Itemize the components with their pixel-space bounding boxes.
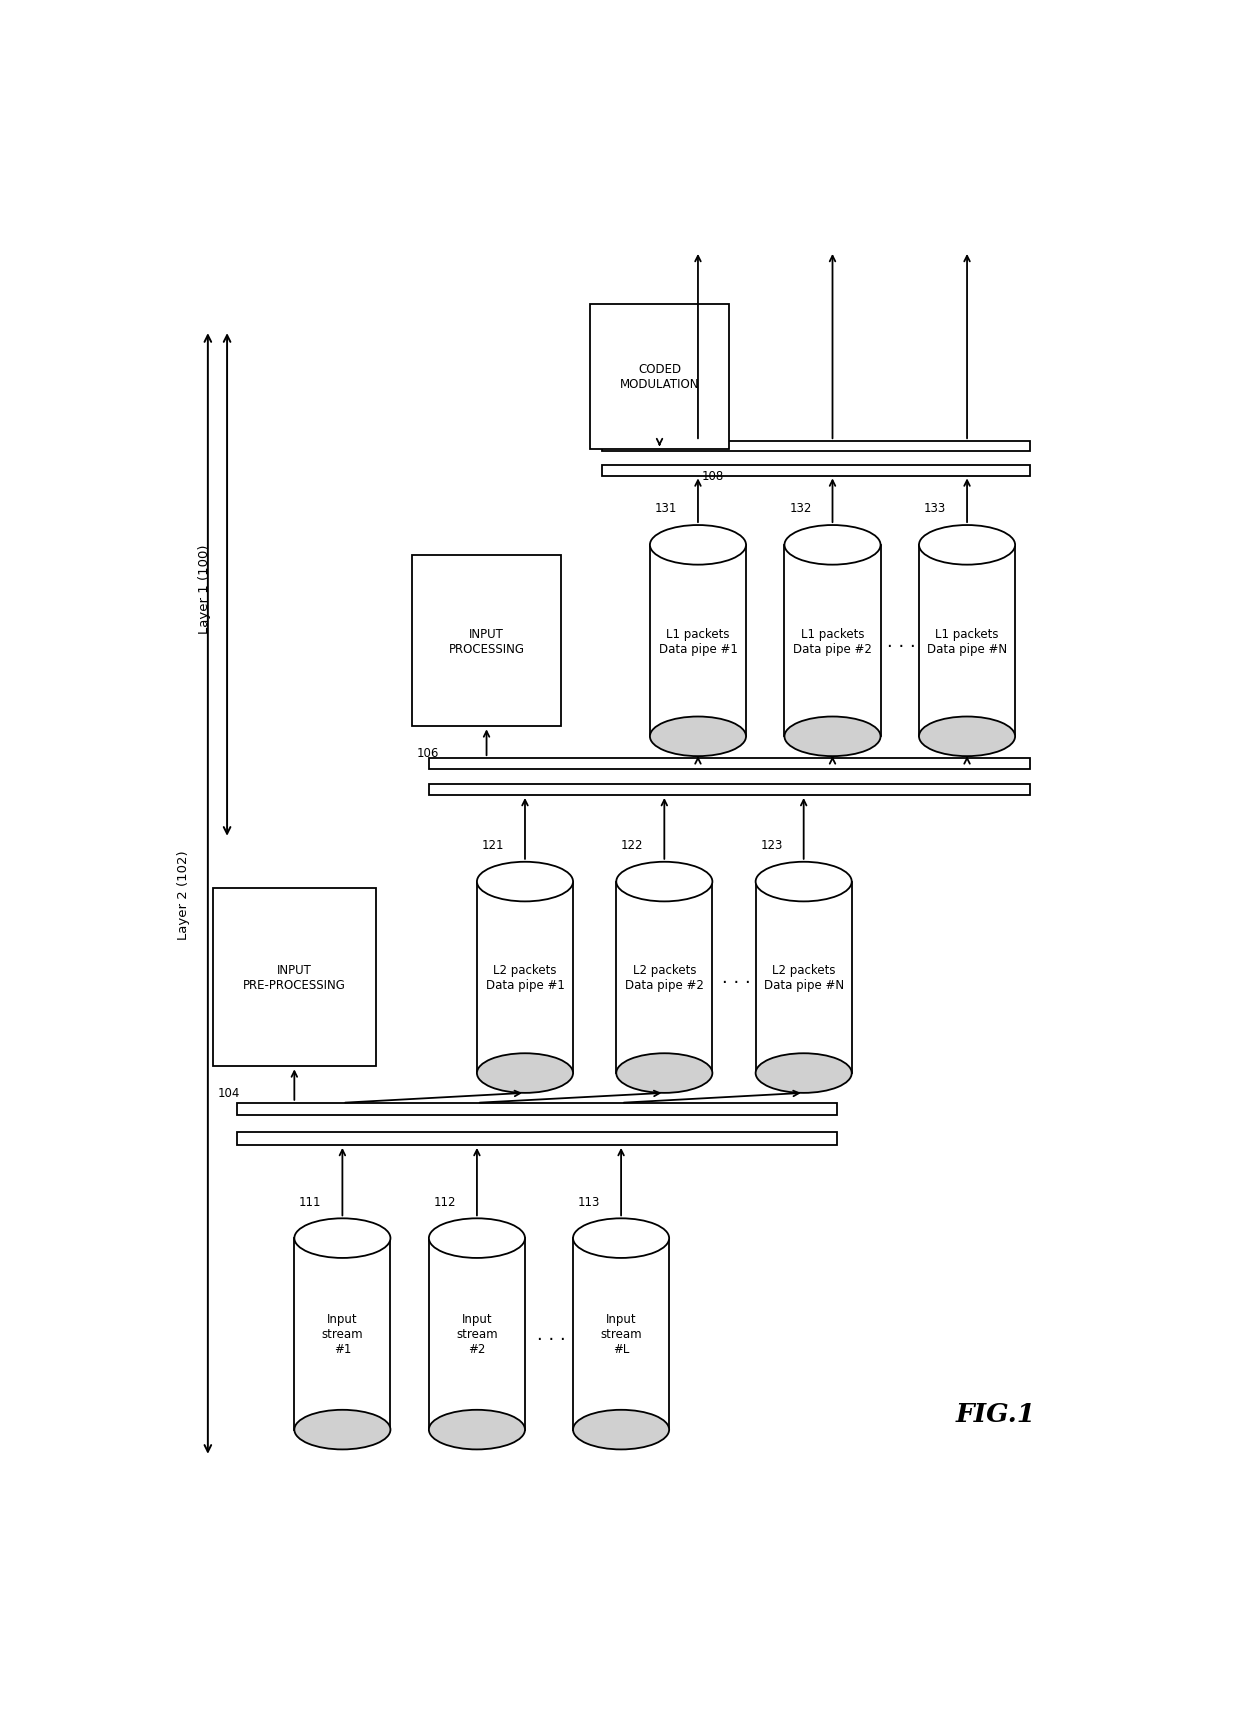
Text: INPUT
PRE-PROCESSING: INPUT PRE-PROCESSING: [243, 963, 346, 992]
Ellipse shape: [785, 526, 880, 566]
Text: 133: 133: [924, 502, 946, 516]
Text: CODED
MODULATION: CODED MODULATION: [620, 363, 699, 391]
Text: 132: 132: [789, 502, 812, 516]
Text: L2 packets
Data pipe #N: L2 packets Data pipe #N: [764, 963, 843, 992]
Ellipse shape: [616, 1054, 712, 1094]
Ellipse shape: [650, 526, 746, 566]
Bar: [601, 442, 1029, 452]
Bar: [650, 545, 746, 737]
Bar: [755, 883, 852, 1073]
Ellipse shape: [294, 1219, 391, 1258]
Text: L2 packets
Data pipe #1: L2 packets Data pipe #1: [486, 963, 564, 992]
Text: . . .: . . .: [537, 1325, 565, 1344]
Text: 121: 121: [481, 838, 505, 852]
Bar: [237, 1104, 837, 1116]
Text: . . .: . . .: [888, 632, 916, 650]
Ellipse shape: [477, 1054, 573, 1094]
Bar: [213, 888, 376, 1066]
Text: Layer 1 (100): Layer 1 (100): [198, 543, 212, 632]
Text: Input
stream
#2: Input stream #2: [456, 1313, 497, 1356]
Text: L1 packets
Data pipe #2: L1 packets Data pipe #2: [794, 627, 872, 655]
Text: 113: 113: [578, 1195, 600, 1208]
Text: 131: 131: [655, 502, 677, 516]
Ellipse shape: [919, 716, 1016, 756]
Text: 104: 104: [217, 1087, 239, 1100]
Bar: [590, 305, 729, 449]
Bar: [429, 785, 1029, 795]
Ellipse shape: [650, 716, 746, 756]
Ellipse shape: [755, 1054, 852, 1094]
Text: 106: 106: [417, 747, 439, 759]
Text: 123: 123: [760, 838, 782, 852]
Bar: [294, 1239, 391, 1429]
Text: Layer 2 (102): Layer 2 (102): [177, 850, 190, 939]
Ellipse shape: [573, 1411, 670, 1450]
Bar: [477, 883, 573, 1073]
Text: 111: 111: [299, 1195, 321, 1208]
Bar: [429, 1239, 525, 1429]
Bar: [237, 1133, 837, 1145]
Ellipse shape: [616, 862, 712, 902]
Bar: [573, 1239, 670, 1429]
Text: L1 packets
Data pipe #1: L1 packets Data pipe #1: [658, 627, 738, 655]
Text: Input
stream
#L: Input stream #L: [600, 1313, 642, 1356]
Bar: [412, 555, 560, 727]
Text: . . .: . . .: [722, 968, 750, 987]
Text: 112: 112: [434, 1195, 456, 1208]
Ellipse shape: [477, 862, 573, 902]
Ellipse shape: [573, 1219, 670, 1258]
Text: 122: 122: [621, 838, 644, 852]
Text: L1 packets
Data pipe #N: L1 packets Data pipe #N: [928, 627, 1007, 655]
Text: Input
stream
#1: Input stream #1: [321, 1313, 363, 1356]
Ellipse shape: [429, 1219, 525, 1258]
Bar: [785, 545, 880, 737]
Ellipse shape: [785, 716, 880, 756]
Ellipse shape: [755, 862, 852, 902]
Text: 108: 108: [702, 470, 724, 483]
Bar: [616, 883, 712, 1073]
Bar: [429, 759, 1029, 770]
Bar: [919, 545, 1016, 737]
Text: FIG.1: FIG.1: [956, 1400, 1035, 1426]
Ellipse shape: [429, 1411, 525, 1450]
Ellipse shape: [294, 1411, 391, 1450]
Text: L2 packets
Data pipe #2: L2 packets Data pipe #2: [625, 963, 704, 992]
Text: INPUT
PROCESSING: INPUT PROCESSING: [449, 627, 525, 655]
Bar: [601, 466, 1029, 476]
Ellipse shape: [919, 526, 1016, 566]
